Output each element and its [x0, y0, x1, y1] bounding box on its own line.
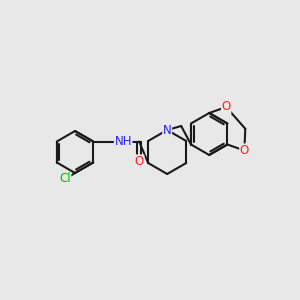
Text: O: O — [240, 144, 249, 157]
Text: N: N — [163, 124, 172, 136]
Text: NH: NH — [114, 135, 132, 148]
Text: O: O — [222, 100, 231, 113]
Text: Cl: Cl — [59, 172, 71, 185]
Text: O: O — [135, 155, 144, 168]
